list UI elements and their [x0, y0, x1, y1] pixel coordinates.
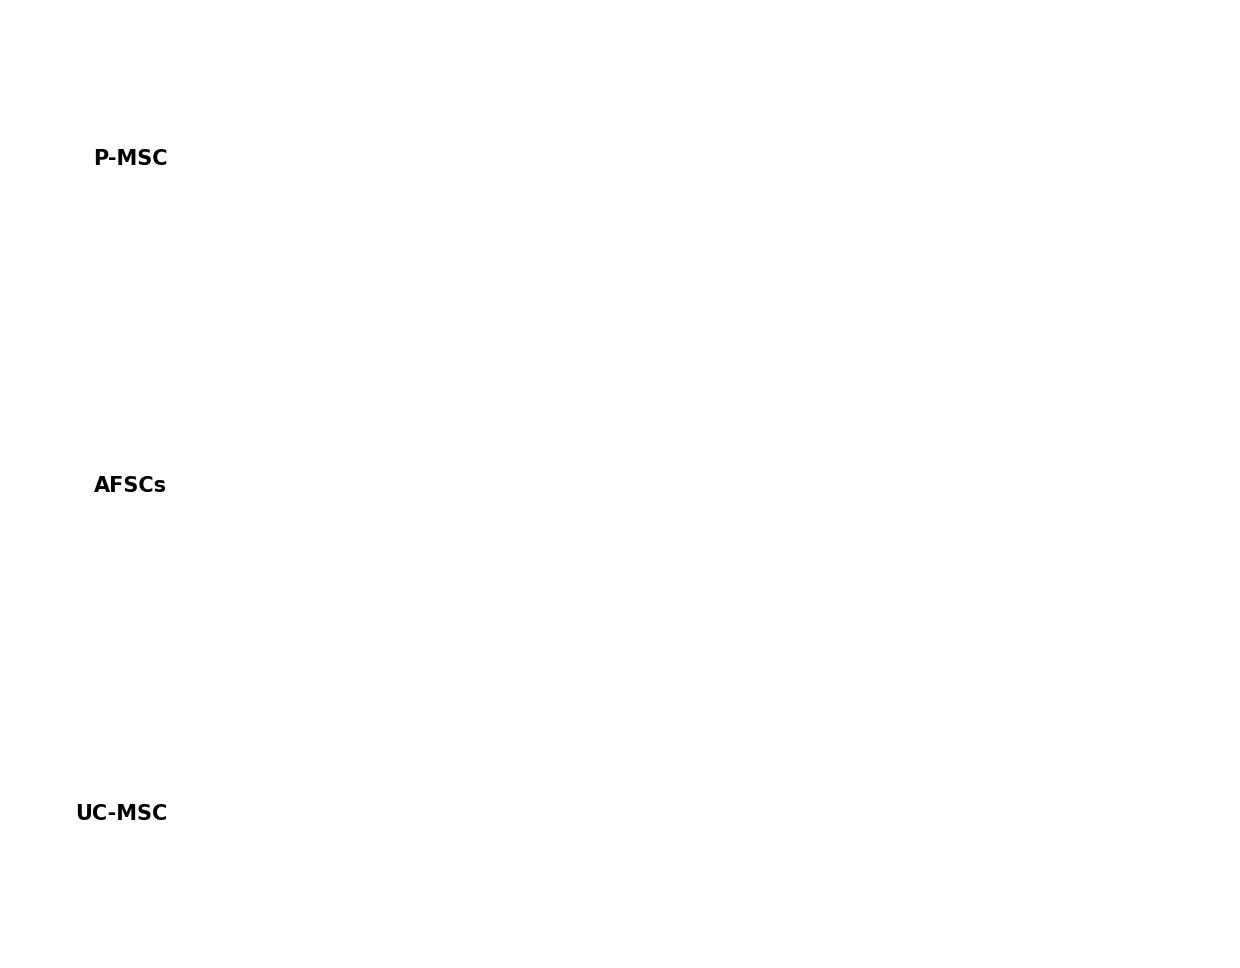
Ellipse shape [919, 356, 930, 363]
Ellipse shape [264, 120, 277, 129]
Ellipse shape [951, 455, 959, 461]
Text: B: B [743, 35, 756, 52]
Ellipse shape [311, 44, 331, 61]
Text: D: D [743, 362, 758, 380]
Ellipse shape [928, 446, 942, 457]
Text: AFSCs: AFSCs [94, 476, 167, 497]
Ellipse shape [394, 61, 409, 72]
Ellipse shape [420, 84, 445, 101]
Ellipse shape [455, 357, 460, 361]
Ellipse shape [464, 136, 472, 141]
Text: E: E [200, 690, 212, 708]
Ellipse shape [336, 55, 367, 78]
Ellipse shape [455, 168, 460, 172]
Ellipse shape [445, 101, 460, 112]
Ellipse shape [641, 375, 647, 379]
Ellipse shape [432, 111, 444, 120]
Ellipse shape [428, 353, 436, 359]
Ellipse shape [433, 94, 453, 108]
Text: P-MSC: P-MSC [93, 149, 167, 168]
Ellipse shape [941, 360, 947, 365]
Ellipse shape [311, 46, 352, 76]
Ellipse shape [460, 151, 466, 156]
Text: UC-MSC: UC-MSC [76, 804, 167, 824]
Text: A: A [200, 35, 213, 52]
Ellipse shape [453, 121, 463, 128]
Text: F: F [743, 690, 755, 708]
Text: C: C [200, 362, 213, 380]
